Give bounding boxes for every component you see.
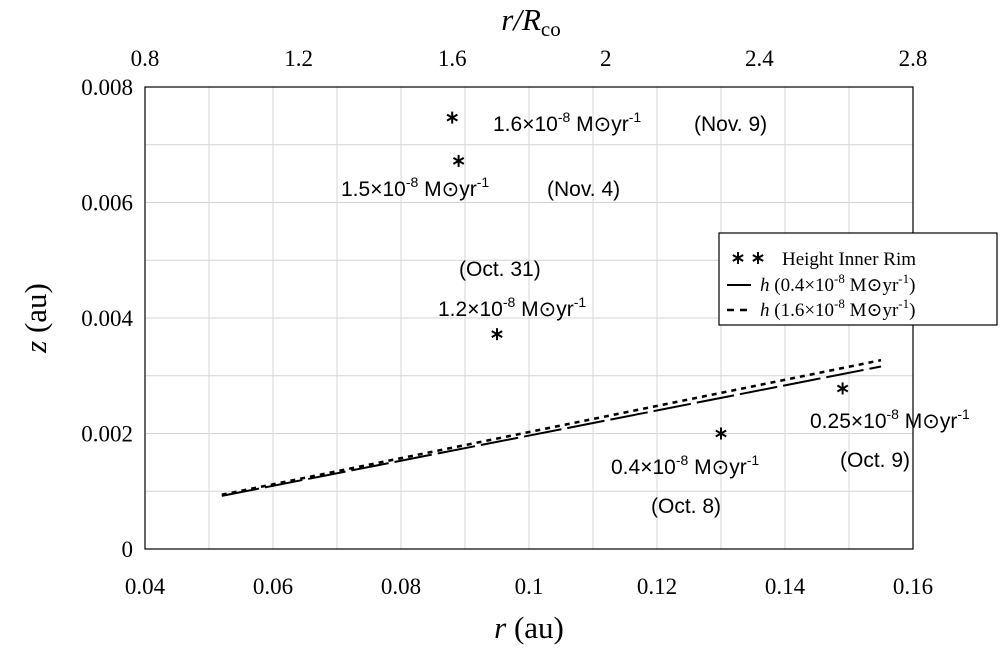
x-tick-label: 0.06 [253,574,293,599]
x-tick-label: 0.14 [765,574,806,599]
top-tick-label: 2.8 [899,46,928,71]
y-tick-label: 0.008 [81,75,133,100]
model-curves [221,358,882,497]
legend: Height Inner Rim h (0.4×10-8 M⊙yr-1) h (… [718,232,998,326]
top-axis-sub: co [541,17,561,41]
legend-label-low: h (0.4×10-8 M⊙yr-1) [760,271,915,296]
annotation-nov4: 1.5×10-8 M⊙yr-1 [341,174,489,201]
y-tick-label: 0.006 [81,191,133,216]
y-axis-unit: (au) [18,283,53,341]
annotation-nov4-date: (Nov. 4) [547,178,620,201]
annotation-nov9-date: (Nov. 9) [694,113,767,136]
x-tick-label: 0.08 [381,574,421,599]
rim-height-point [446,111,458,124]
top-axis-title: r/Rco [501,2,560,41]
x-tick-label: 0.04 [125,574,166,599]
rim-height-point [491,328,503,341]
y-tick-label: 0.002 [81,422,133,447]
top-tick-label: 1.6 [438,46,467,71]
annotation-oct9: 0.25×10-8 M⊙yr-1 [810,406,970,433]
annotation-oct8: 0.4×10-8 M⊙yr-1 [611,452,759,479]
y-axis-symbol: z [18,341,53,354]
curve-low-rate [221,365,882,497]
y-tick-labels: 0 0.002 0.004 0.006 0.008 [81,75,133,562]
rim-height-point [715,427,727,440]
annotation-nov9: 1.6×10-8 M⊙yr-1 [493,109,641,136]
top-tick-label: 1.2 [284,46,313,71]
legend-asterisk [752,252,764,264]
top-tick-labels: 0.8 1.2 1.6 2 2.4 2.8 [131,46,928,71]
y-tick-label: 0.004 [81,306,133,331]
data-points [446,111,849,440]
annotations: 1.6×10-8 M⊙yr-1 (Nov. 9) 1.5×10-8 M⊙yr-1… [341,109,970,518]
x-axis-title: r (au) [494,610,564,645]
legend-label-high: h (1.6×10-8 M⊙yr-1) [760,296,915,321]
y-axis-title: z (au) [18,283,53,354]
x-tick-label: 0.1 [515,574,544,599]
annotation-oct31-date: (Oct. 31) [459,258,541,281]
rim-height-point [836,382,849,395]
x-tick-label: 0.16 [893,574,933,599]
top-tick-label: 2 [600,46,612,71]
annotation-oct8-date: (Oct. 8) [651,495,721,518]
top-tick-label: 0.8 [131,46,160,71]
legend-box [718,232,998,326]
top-axis-main: r/R [501,2,541,37]
top-tick-label: 2.4 [745,46,774,71]
legend-asterisk [732,252,744,264]
x-axis-unit: (au) [506,610,564,645]
curve-high-rate [221,358,882,496]
legend-label-rim: Height Inner Rim [782,249,916,270]
x-tick-labels: 0.04 0.06 0.08 0.1 0.12 0.14 0.16 [125,574,933,599]
annotation-oct9-date: (Oct. 9) [840,449,910,472]
x-axis-symbol: r [494,610,507,645]
rim-height-point [452,154,465,167]
legend-symbols [727,252,764,312]
y-tick-label: 0 [122,537,134,562]
annotation-oct31: 1.2×10-8 M⊙yr-1 [438,294,586,321]
x-tick-label: 0.12 [637,574,677,599]
